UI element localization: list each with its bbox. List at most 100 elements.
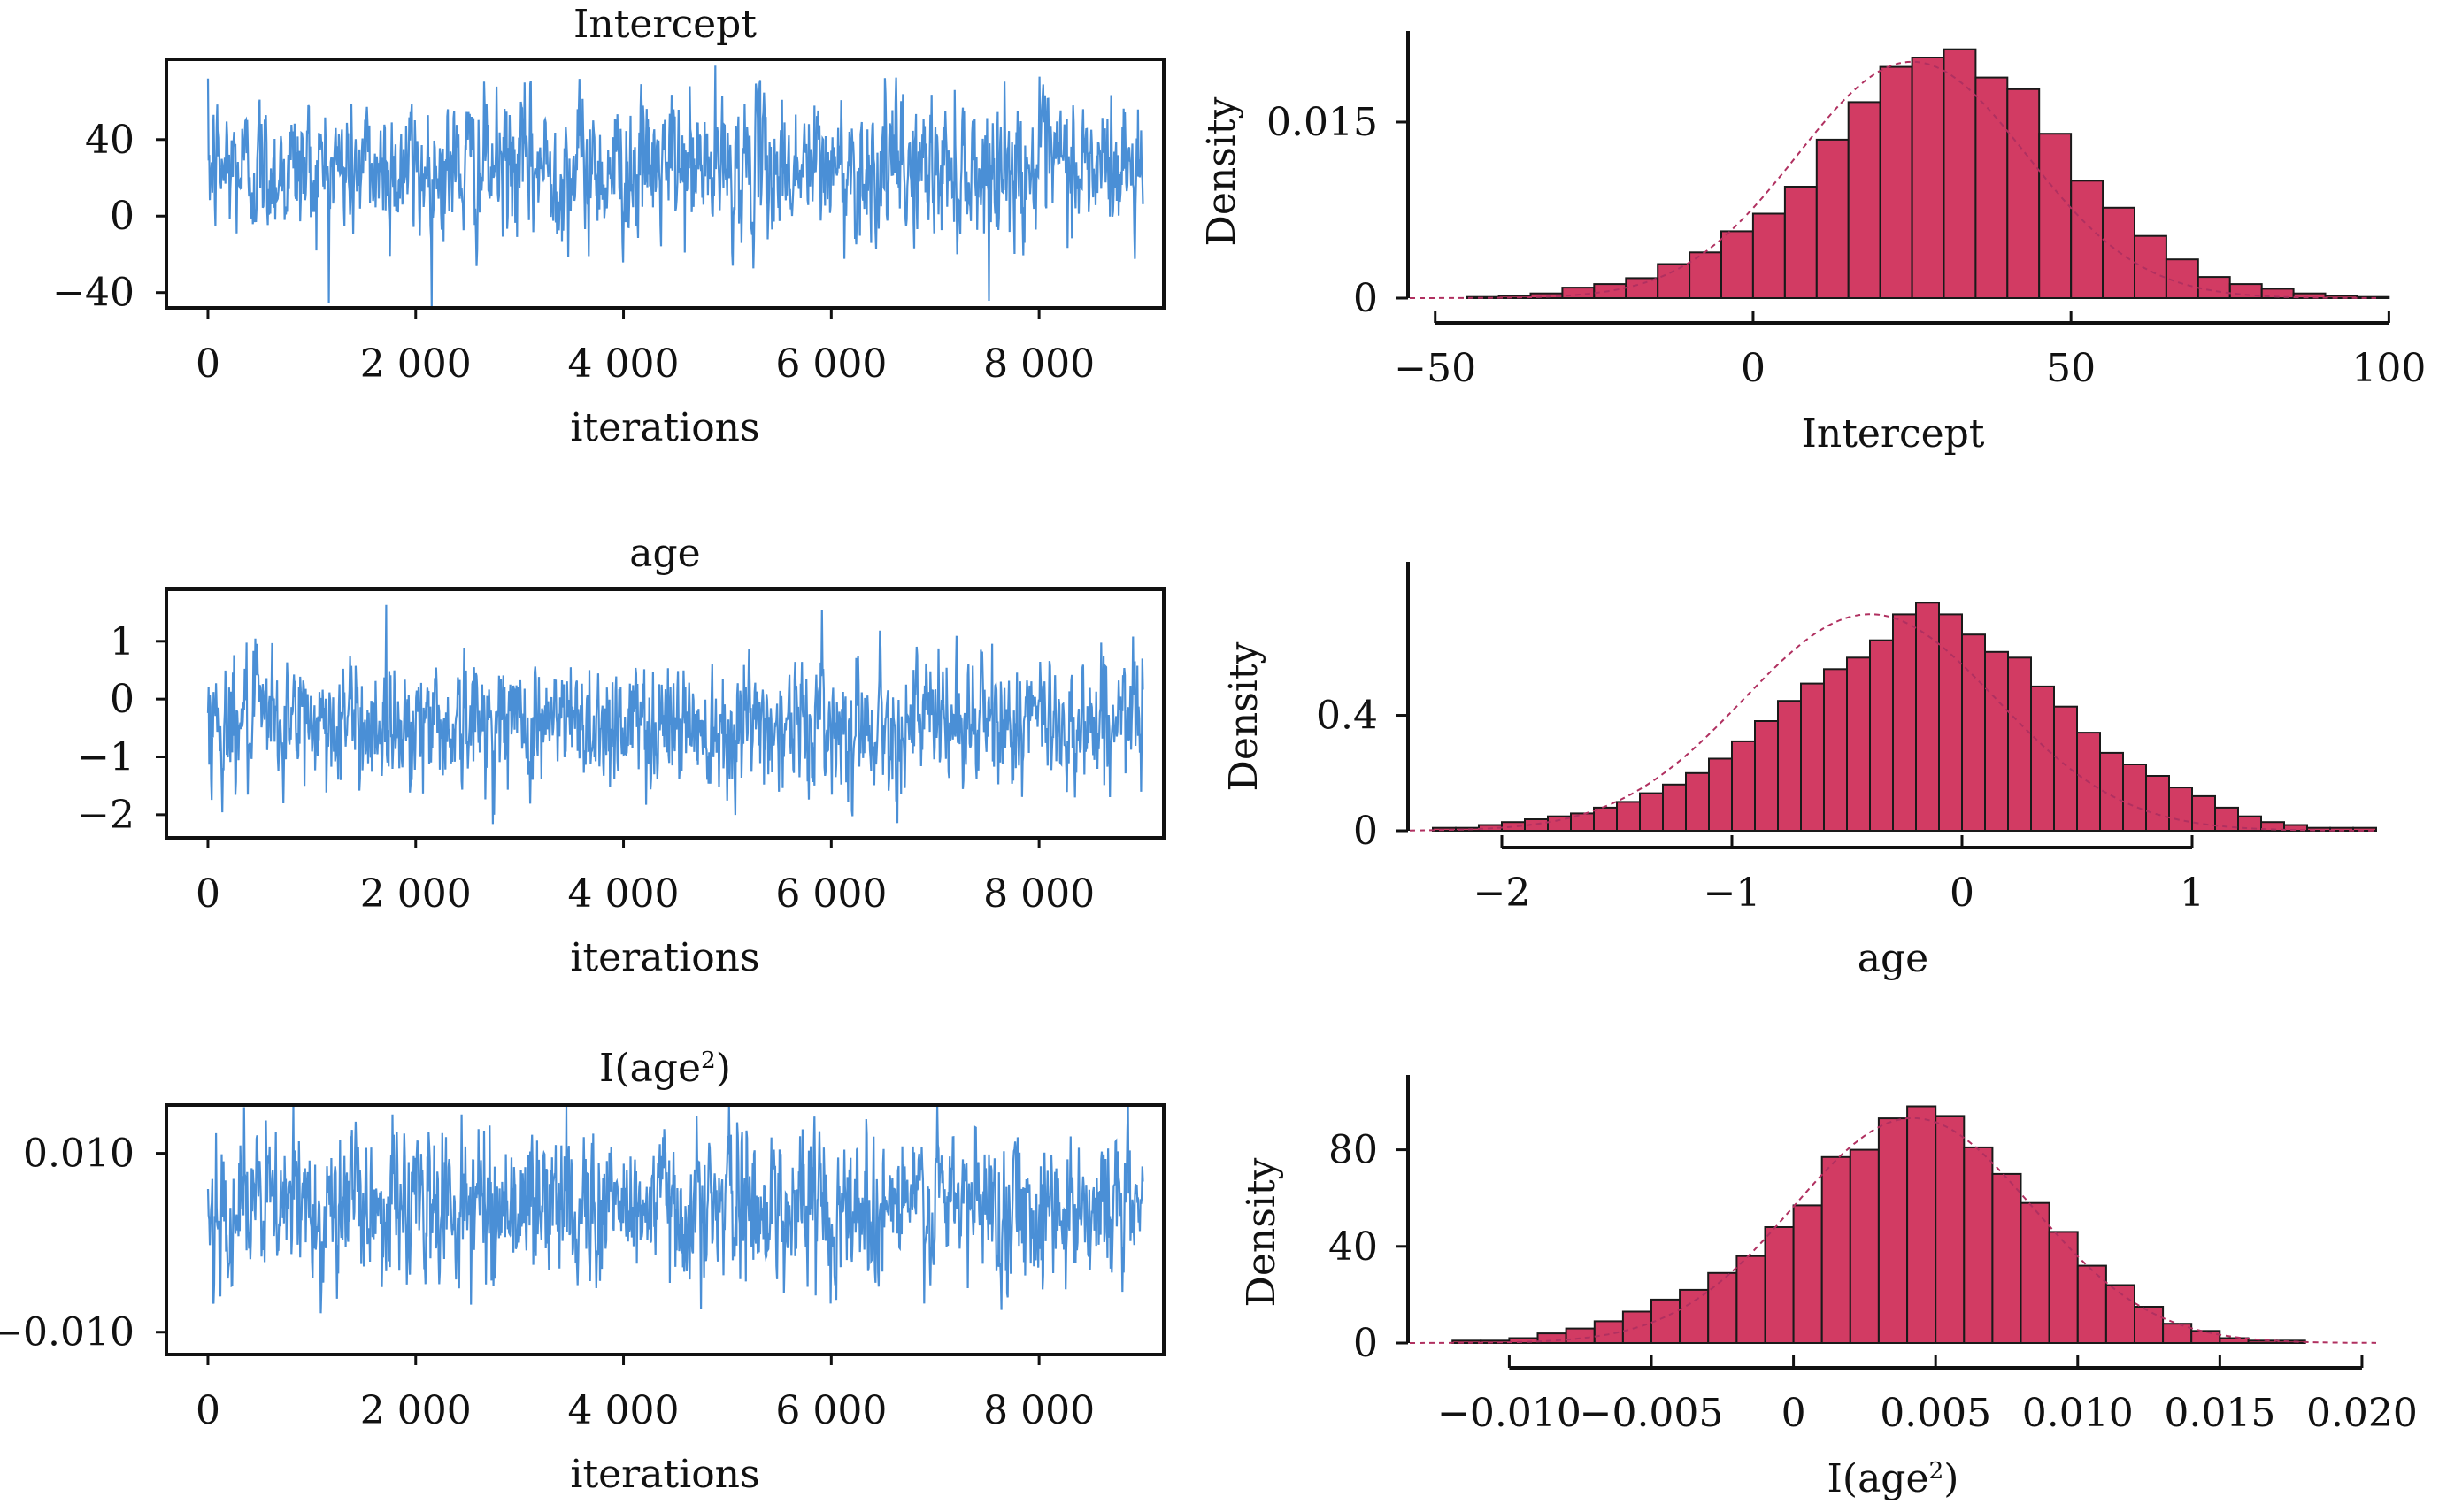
x-tick-label: 0 [1781, 1391, 1806, 1436]
trace-frame [165, 58, 1166, 310]
x-tick-label: 6 000 [775, 871, 887, 917]
y-tick-label: 0 [1353, 276, 1378, 321]
y-tick-label: 0.015 [1266, 100, 1378, 145]
x-tick-label: 4 000 [568, 342, 680, 387]
histogram-bar [1911, 57, 1945, 299]
x-axis-label: iterations [570, 1452, 759, 1497]
x-tick-label: −50 [1394, 346, 1476, 391]
x-tick-label: 1 [2180, 871, 2204, 916]
histogram-bar [2145, 775, 2170, 832]
histogram-bar [1639, 792, 1664, 832]
histogram-bar [1616, 801, 1641, 833]
y-tick-label: 0.010 [23, 1132, 135, 1177]
histogram-bar [1823, 668, 1848, 832]
histogram-bar [2006, 88, 2041, 299]
y-axis-label: Density [1239, 1157, 1284, 1307]
histogram-bar [1497, 295, 1532, 299]
histogram-bar [2048, 1231, 2079, 1345]
trace-panel-2: age −2 −1 0 1 0 2 000 4 000 6 000 8 000 iterations [77, 531, 1166, 980]
histogram-bar [1943, 48, 1977, 299]
histogram-bar [1800, 682, 1825, 832]
histogram-bar [1735, 1255, 1766, 1344]
trace-line [206, 1104, 1144, 1314]
x-tick-label: −1 [1704, 871, 1761, 916]
y-tick-label: 40 [85, 118, 135, 163]
histogram-bar [1536, 1332, 1567, 1344]
x-tick-label: 2 000 [360, 342, 472, 387]
y-tick-label: −1 [77, 735, 135, 780]
trace-panel-0: Intercept −40 0 40 0 2 000 4 000 6 000 8 000 iter… [52, 2, 1166, 450]
y-axis-label: Density [1221, 641, 1266, 791]
histogram-bar [1689, 251, 1722, 299]
histogram-bar [1625, 277, 1659, 299]
histogram-bar [2076, 1264, 2107, 1344]
histogram-bar [1708, 757, 1733, 832]
density-panel-3: 0 0.4 Density −2 −1 0 1 age [1221, 562, 2377, 981]
x-axis-label: I(age2) [1827, 1456, 1959, 1501]
histogram-bar [1892, 613, 1917, 833]
histogram-bar [2038, 133, 2073, 299]
x-tick-label: −0.005 [1580, 1391, 1724, 1436]
histogram-bar [1849, 1148, 1880, 1344]
histogram-bar [2070, 180, 2104, 299]
y-tick-label: 0.4 [1316, 694, 1378, 739]
histogram-bar [1938, 613, 1963, 833]
histogram-bar [2134, 1306, 2165, 1344]
y-tick-label: 0 [110, 677, 135, 722]
histogram-bar [2122, 764, 2147, 832]
x-tick-label: 0 [1950, 871, 1974, 916]
x-tick-label: 0.015 [2164, 1391, 2275, 1436]
histogram-bar [1679, 1288, 1710, 1345]
trace-title: I(age2) [599, 1046, 731, 1091]
x-tick-label: 8 000 [983, 871, 1095, 917]
histogram-bar [2162, 1323, 2193, 1344]
x-tick-label: 4 000 [568, 1388, 680, 1433]
histogram-bar [1480, 1339, 1511, 1345]
histogram-bar [1764, 1226, 1795, 1344]
histogram-bar [1662, 783, 1687, 832]
trace-frame [165, 587, 1166, 840]
y-tick-label: 0 [1353, 809, 1378, 854]
x-axis-label: age [1858, 936, 1928, 981]
histogram-bar [1754, 720, 1779, 832]
histogram-bar [2197, 276, 2231, 300]
histogram-bar [2134, 234, 2167, 300]
histogram-bar [1621, 1310, 1653, 1344]
x-tick-label: 0 [196, 342, 220, 387]
y-tick-label: −40 [52, 271, 135, 316]
x-tick-label: 6 000 [775, 342, 887, 387]
trace-panel-4: I(age2) −0.010 0.010 0 2 000 4 000 6 000 8 000 i… [0, 1046, 1166, 1497]
x-tick-label: 2 000 [360, 1388, 472, 1433]
histogram-bar [2219, 1337, 2250, 1344]
histogram-bar [2020, 1201, 2050, 1344]
histogram-bar [1685, 771, 1710, 832]
histogram-bar [1720, 230, 1754, 299]
density-curve [1409, 613, 2376, 832]
histogram-bar [1783, 186, 1818, 299]
histogram-bar [1877, 1117, 1908, 1344]
histogram-bar [2053, 705, 2078, 833]
x-axis-label: iterations [570, 405, 759, 450]
histogram-bar [2007, 656, 2032, 832]
histogram-bar [2247, 1339, 2278, 1345]
histogram-bar [1731, 740, 1756, 833]
histogram-bar [2275, 1339, 2306, 1345]
histogram-bar [2352, 826, 2377, 833]
histogram-bar [2191, 794, 2216, 833]
x-tick-label: 0.010 [2022, 1391, 2134, 1436]
histogram-bar [2190, 1330, 2221, 1345]
histogram-bar [1820, 1155, 1851, 1345]
x-tick-label: 0 [1741, 346, 1766, 391]
y-tick-label: −2 [77, 793, 135, 838]
histogram-bar [1815, 138, 1850, 299]
trace-line [206, 65, 1144, 309]
x-tick-label: 8 000 [983, 1388, 1095, 1433]
histogram-bar [1974, 76, 2009, 299]
histogram-bar [1879, 65, 1913, 299]
y-tick-label: 0 [110, 194, 135, 239]
x-tick-label: 0 [196, 871, 220, 917]
histogram-bar [1869, 639, 1894, 833]
x-tick-label: 100 [2351, 346, 2426, 391]
histogram-bar [1961, 633, 1986, 833]
